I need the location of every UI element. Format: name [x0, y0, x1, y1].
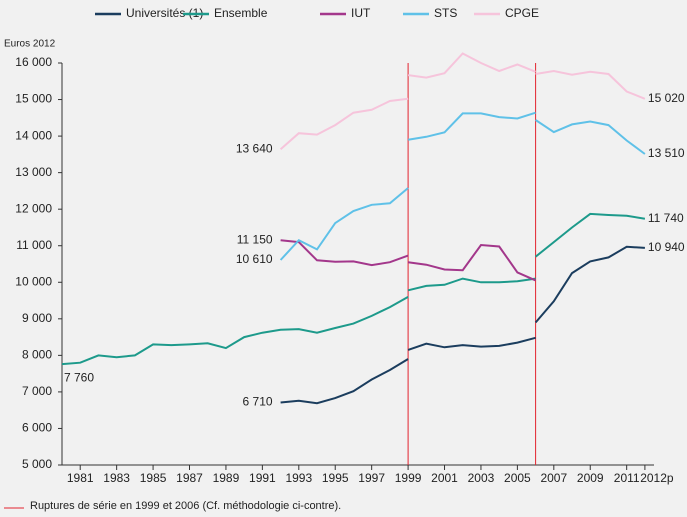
- value-label: 13 510: [648, 146, 685, 160]
- legend-label: Universités (1): [126, 6, 203, 20]
- x-tick-label: 1987: [176, 471, 203, 485]
- x-tick-label: 2007: [540, 471, 567, 485]
- x-tick-label: 1997: [358, 471, 385, 485]
- value-label: 6 710: [243, 395, 273, 409]
- y-tick-label: 13 000: [15, 165, 52, 179]
- y-tick-label: 11 000: [16, 238, 52, 252]
- x-tick-label: 1993: [285, 471, 312, 485]
- x-tick-label: 1991: [249, 471, 276, 485]
- x-tick-label: 2012p: [640, 471, 674, 485]
- series-line: [280, 245, 645, 405]
- x-tick-label: 1989: [213, 471, 240, 485]
- y-tick-label: 15 000: [15, 92, 52, 106]
- x-tick-label: 1983: [103, 471, 130, 485]
- x-tick-label: 2005: [504, 471, 531, 485]
- x-tick-label: 2003: [468, 471, 495, 485]
- y-tick-label: 10 000: [15, 274, 52, 288]
- break-note: Ruptures de série en 1999 et 2006 (Cf. m…: [30, 500, 341, 512]
- value-label: 10 940: [648, 240, 685, 254]
- y-axis-label: Euros 2012: [4, 39, 56, 50]
- y-tick-label: 5 000: [22, 457, 52, 471]
- series-line: [279, 111, 646, 261]
- x-tick-label: 1981: [67, 471, 94, 485]
- value-label: 7 760: [64, 370, 94, 384]
- x-tick-label: 1985: [140, 471, 167, 485]
- x-tick-label: 1999: [395, 471, 422, 485]
- x-tick-label: 2009: [577, 471, 604, 485]
- y-tick-label: 12 000: [15, 201, 52, 215]
- value-label: 11 150: [237, 232, 273, 246]
- value-label: 15 020: [648, 91, 685, 105]
- value-label: 11 740: [648, 211, 684, 225]
- y-tick-label: 7 000: [22, 384, 52, 398]
- legend-label: Ensemble: [214, 6, 268, 20]
- y-tick-label: 9 000: [22, 311, 52, 325]
- y-tick-label: 14 000: [15, 128, 52, 142]
- legend-label: IUT: [351, 6, 371, 20]
- legend-label: CPGE: [505, 6, 539, 20]
- series-line: [61, 212, 646, 366]
- x-tick-label: 1995: [322, 471, 349, 485]
- x-tick-label: 2001: [431, 471, 458, 485]
- y-tick-label: 6 000: [22, 421, 52, 435]
- series-line: [279, 52, 646, 150]
- value-label: 13 640: [236, 141, 273, 155]
- series-line: [280, 239, 537, 282]
- value-label: 10 610: [236, 252, 273, 266]
- legend-label: STS: [434, 6, 457, 20]
- y-tick-label: 8 000: [22, 348, 52, 362]
- x-tick-label: 2011: [614, 471, 640, 485]
- y-tick-label: 16 000: [15, 55, 52, 69]
